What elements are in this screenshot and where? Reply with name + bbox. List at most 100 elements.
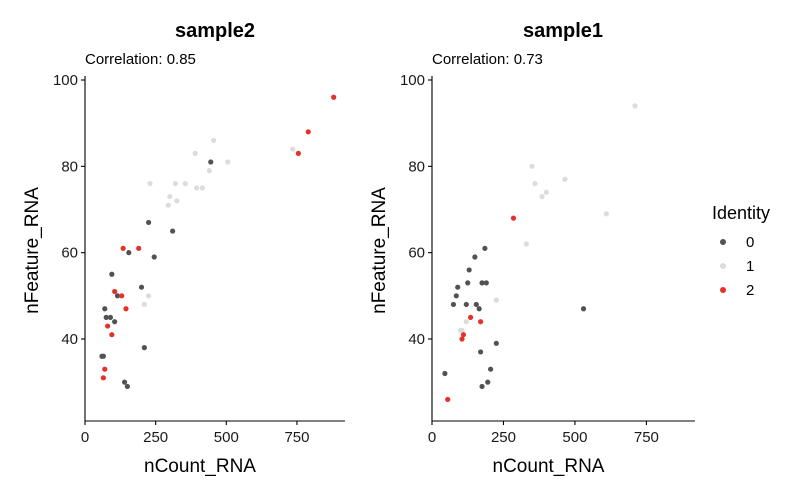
data-point-identity-1	[225, 159, 231, 165]
legend-key-1	[720, 263, 726, 269]
data-point-identity-2	[136, 245, 142, 251]
y-tick-label: 40	[61, 331, 78, 348]
x-tick-label: 750	[284, 429, 309, 446]
data-point-identity-2	[459, 336, 465, 342]
data-point-identity-0	[473, 301, 479, 308]
data-point-identity-2	[510, 215, 517, 221]
y-tick-label: 60	[61, 245, 78, 262]
data-point-identity-0	[488, 366, 494, 372]
data-point-identity-1	[174, 198, 180, 204]
chart-title: sample1	[523, 20, 603, 42]
data-point-identity-0	[472, 254, 478, 260]
y-tick-label: 100	[53, 72, 78, 89]
x-tick-label: 750	[634, 429, 659, 446]
data-point-identity-1	[172, 180, 179, 187]
data-point-identity-0	[455, 284, 461, 290]
data-point-identity-0	[479, 383, 485, 390]
data-point-identity-1	[147, 180, 153, 187]
data-point-identity-0	[442, 370, 448, 377]
data-point-identity-1	[463, 319, 469, 325]
data-point-identity-0	[208, 159, 214, 165]
y-tick-label: 80	[408, 158, 425, 175]
y-axis-title: nFeature_RNA	[22, 187, 43, 314]
data-point-identity-0	[141, 345, 147, 351]
data-point-identity-0	[580, 306, 587, 312]
panel-sample2: sample2 Correlation: 0.85 40 60 80 100 0 250 500…	[22, 20, 345, 477]
y-tick-label: 100	[400, 72, 425, 89]
x-axis-title: nCount_RNA	[493, 456, 605, 477]
data-point-identity-2	[109, 332, 115, 338]
data-point-identity-2	[467, 314, 474, 321]
data-point-identity-0	[126, 250, 132, 256]
data-point-identity-1	[562, 176, 568, 182]
data-point-identity-0	[109, 271, 115, 277]
data-point-identity-2	[112, 288, 118, 295]
data-point-identity-1	[182, 180, 188, 187]
data-point-identity-0	[453, 293, 459, 299]
data-point-identity-1	[632, 103, 638, 109]
data-point-identity-0	[477, 349, 484, 355]
data-point-identity-2	[460, 332, 467, 338]
chart-title: sample2	[175, 20, 255, 42]
data-point-identity-1	[145, 293, 152, 299]
data-point-identity-1	[199, 185, 205, 191]
data-point-identity-1	[493, 297, 499, 303]
data-point-identity-0	[102, 306, 108, 312]
chart-subtitle: Correlation: 0.85	[85, 51, 196, 68]
data-point-identity-0	[138, 284, 145, 290]
data-point-identity-2	[295, 150, 301, 156]
data-point-identity-0	[114, 293, 121, 299]
x-tick-label: 0	[81, 429, 89, 446]
legend-title: Identity	[712, 203, 770, 223]
data-point-identity-0	[476, 306, 482, 312]
data-point-identity-2	[477, 319, 484, 325]
x-tick-label: 250	[491, 429, 516, 446]
data-point-identity-1	[603, 211, 609, 217]
data-point-identity-0	[100, 353, 106, 359]
data-point-identity-2	[120, 245, 126, 251]
data-point-identity-1	[192, 150, 198, 156]
legend-label: 1	[746, 258, 754, 275]
data-point-identity-2	[445, 396, 451, 403]
data-point-identity-1	[194, 185, 200, 191]
data-point-identity-0	[463, 301, 469, 308]
x-tick-label: 250	[143, 429, 168, 446]
data-point-identity-0	[450, 301, 457, 308]
x-tick-label: 0	[428, 429, 436, 446]
data-point-identity-1	[165, 202, 171, 208]
data-point-identity-1	[523, 241, 529, 247]
data-point-identity-0	[482, 245, 488, 251]
legend-key-0	[720, 239, 726, 245]
data-point-identity-0	[112, 319, 118, 325]
chart-subtitle: Correlation: 0.73	[432, 51, 543, 68]
data-point-identity-1	[459, 327, 465, 333]
x-tick-label: 500	[562, 429, 587, 446]
data-point-identity-1	[141, 301, 147, 308]
data-point-identity-1	[539, 193, 545, 200]
data-point-identity-0	[466, 267, 472, 273]
y-tick-label: 40	[408, 331, 425, 348]
data-point-identity-0	[124, 383, 130, 390]
data-point-identity-2	[305, 129, 311, 135]
data-point-identity-2	[105, 323, 111, 329]
legend-label: 2	[746, 282, 754, 299]
data-point-identity-1	[167, 193, 173, 200]
legend-label: 0	[746, 234, 754, 251]
data-point-identity-0	[103, 314, 109, 321]
panel-sample1: sample1 Correlation: 0.73 40 60 80 100 0 250 500…	[369, 20, 695, 477]
data-point-identity-1	[210, 137, 217, 144]
data-point-identity-0	[121, 379, 128, 385]
x-axis-title: nCount_RNA	[144, 456, 256, 477]
data-point-identity-1	[532, 180, 538, 187]
data-point-identity-1	[529, 163, 535, 169]
data-point-identity-2	[100, 375, 106, 381]
data-point-identity-2	[123, 306, 129, 312]
y-tick-label: 60	[408, 245, 425, 262]
data-point-identity-0	[485, 379, 491, 385]
data-point-identity-0	[465, 280, 471, 286]
data-point-identity-0	[107, 314, 114, 321]
data-point-identity-0	[145, 219, 152, 226]
data-point-identity-0	[493, 340, 499, 346]
legend-key-2	[720, 287, 726, 293]
